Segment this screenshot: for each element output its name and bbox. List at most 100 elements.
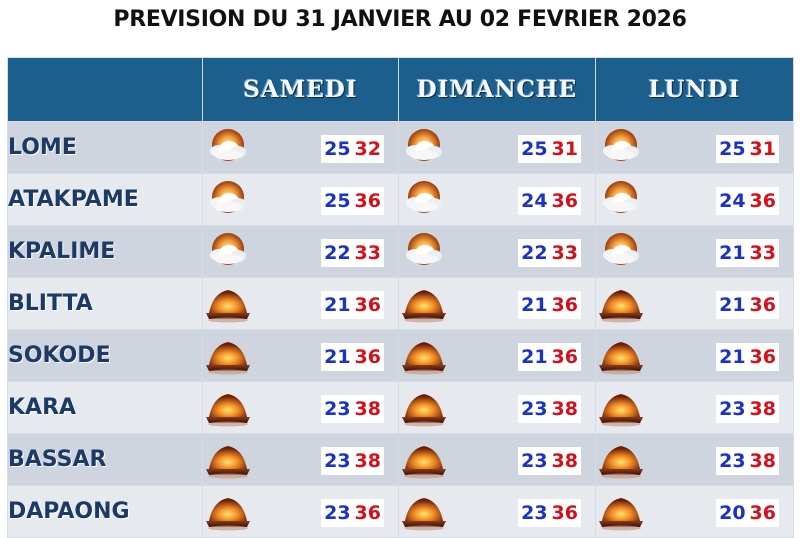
- sunny-haze-icon: [401, 439, 447, 479]
- header-corner: [7, 57, 203, 122]
- forecast-cell-lundi: 25 31: [595, 121, 794, 174]
- forecast-cell-samedi: 25 36: [202, 173, 399, 226]
- max-temperature: 38: [551, 450, 578, 472]
- max-temperature: 38: [354, 398, 381, 420]
- temperature-box: 23 38: [716, 395, 779, 423]
- forecast-cell-lundi: 21 36: [595, 277, 794, 330]
- forecast-cell-dimanche: 25 31: [398, 121, 596, 174]
- min-temperature: 23: [521, 450, 548, 472]
- min-temperature: 23: [521, 502, 548, 524]
- table-row: ATAKPAME 25 36 24 36 24 36: [7, 173, 794, 226]
- temperature-box: 25 32: [321, 135, 384, 163]
- city-name: SOKODE: [7, 329, 203, 382]
- forecast-cell-dimanche: 23 38: [398, 433, 596, 486]
- forecast-cell-dimanche: 22 33: [398, 225, 596, 278]
- max-temperature: 36: [749, 190, 776, 212]
- min-temperature: 25: [521, 138, 548, 160]
- forecast-cell-samedi: 23 38: [202, 381, 399, 434]
- max-temperature: 36: [551, 502, 578, 524]
- sunny-haze-icon: [401, 283, 447, 323]
- temperature-box: 22 33: [518, 239, 581, 267]
- min-temperature: 24: [719, 190, 746, 212]
- min-temperature: 21: [521, 294, 548, 316]
- day-header-samedi: SAMEDI: [202, 57, 399, 122]
- cloud-sun-icon: [598, 127, 644, 167]
- max-temperature: 36: [354, 502, 381, 524]
- temperature-box: 21 36: [716, 343, 779, 371]
- min-temperature: 21: [719, 242, 746, 264]
- temperature-box: 20 36: [716, 499, 779, 527]
- temperature-box: 25 36: [321, 187, 384, 215]
- temperature-box: 23 38: [518, 447, 581, 475]
- cloud-sun-icon: [598, 179, 644, 219]
- max-temperature: 38: [749, 398, 776, 420]
- forecast-cell-samedi: 25 32: [202, 121, 399, 174]
- min-temperature: 21: [521, 346, 548, 368]
- max-temperature: 36: [749, 346, 776, 368]
- min-temperature: 24: [521, 190, 548, 212]
- forecast-cell-lundi: 23 38: [595, 433, 794, 486]
- sunny-haze-icon: [401, 491, 447, 531]
- temperature-box: 23 36: [518, 499, 581, 527]
- min-temperature: 23: [719, 398, 746, 420]
- sunny-haze-icon: [598, 439, 644, 479]
- temperature-box: 23 38: [518, 395, 581, 423]
- forecast-table: SAMEDI DIMANCHE LUNDI LOME 25 32 25 31 25 31 AT…: [7, 57, 794, 538]
- forecast-cell-dimanche: 23 36: [398, 485, 596, 538]
- min-temperature: 23: [521, 398, 548, 420]
- min-temperature: 21: [719, 346, 746, 368]
- min-temperature: 23: [719, 450, 746, 472]
- temperature-box: 25 31: [518, 135, 581, 163]
- temperature-box: 23 38: [716, 447, 779, 475]
- table-row: LOME 25 32 25 31 25 31: [7, 121, 794, 174]
- min-temperature: 23: [324, 502, 351, 524]
- max-temperature: 32: [354, 138, 381, 160]
- forecast-cell-dimanche: 21 36: [398, 277, 596, 330]
- forecast-cell-dimanche: 23 38: [398, 381, 596, 434]
- max-temperature: 36: [354, 190, 381, 212]
- sunny-haze-icon: [205, 491, 251, 531]
- city-name: KPALIME: [7, 225, 203, 278]
- forecast-cell-lundi: 21 33: [595, 225, 794, 278]
- forecast-cell-lundi: 24 36: [595, 173, 794, 226]
- temperature-box: 25 31: [716, 135, 779, 163]
- day-header-lundi: LUNDI: [595, 57, 794, 122]
- min-temperature: 23: [324, 450, 351, 472]
- min-temperature: 25: [324, 138, 351, 160]
- max-temperature: 36: [551, 294, 578, 316]
- sunny-haze-icon: [205, 439, 251, 479]
- city-name: ATAKPAME: [7, 173, 203, 226]
- table-row: KARA 23 38 23 38 23 38: [7, 381, 794, 434]
- max-temperature: 31: [551, 138, 578, 160]
- sunny-haze-icon: [205, 387, 251, 427]
- forecast-cell-samedi: 23 36: [202, 485, 399, 538]
- max-temperature: 38: [749, 450, 776, 472]
- forecast-cell-dimanche: 21 36: [398, 329, 596, 382]
- min-temperature: 21: [719, 294, 746, 316]
- max-temperature: 36: [749, 502, 776, 524]
- day-header-dimanche: DIMANCHE: [398, 57, 596, 122]
- forecast-cell-lundi: 20 36: [595, 485, 794, 538]
- forecast-cell-samedi: 21 36: [202, 277, 399, 330]
- temperature-box: 21 36: [716, 291, 779, 319]
- min-temperature: 25: [719, 138, 746, 160]
- max-temperature: 33: [551, 242, 578, 264]
- sunny-haze-icon: [205, 335, 251, 375]
- sunny-haze-icon: [205, 283, 251, 323]
- cloud-sun-icon: [598, 231, 644, 271]
- max-temperature: 38: [551, 398, 578, 420]
- sunny-haze-icon: [598, 387, 644, 427]
- max-temperature: 36: [749, 294, 776, 316]
- temperature-box: 21 36: [518, 343, 581, 371]
- table-row: DAPAONG 23 36 23 36 20 36: [7, 485, 794, 538]
- temperature-box: 21 36: [321, 343, 384, 371]
- city-name: LOME: [7, 121, 203, 174]
- max-temperature: 33: [354, 242, 381, 264]
- temperature-box: 23 36: [321, 499, 384, 527]
- max-temperature: 31: [749, 138, 776, 160]
- temperature-box: 22 33: [321, 239, 384, 267]
- temperature-box: 21 33: [716, 239, 779, 267]
- forecast-cell-samedi: 22 33: [202, 225, 399, 278]
- table-row: SOKODE 21 36 21 36 21 36: [7, 329, 794, 382]
- cloud-sun-icon: [401, 127, 447, 167]
